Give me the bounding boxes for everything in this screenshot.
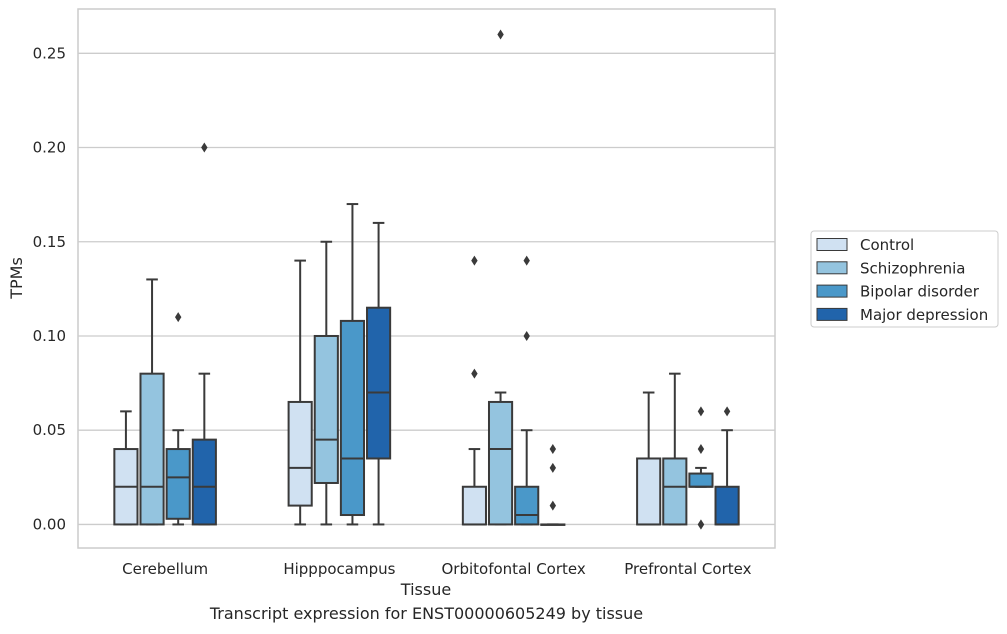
outlier-point (723, 406, 731, 417)
iqr-box (688, 472, 714, 488)
legend-swatch (816, 284, 848, 298)
outlier-point (523, 255, 530, 266)
box-schizophrenia (662, 372, 688, 526)
iqr-box (139, 372, 165, 526)
iqr-box (191, 438, 217, 526)
iqr-box (313, 334, 339, 484)
iqr-box (366, 306, 392, 460)
outlier-point (549, 462, 557, 473)
y-axis-ticks: 0.00 0.05 0.10 0.15 0.20 0.25 (33, 44, 66, 533)
box-schizophrenia (487, 29, 514, 526)
x-tick-label: Prefrontal Cortex (624, 560, 751, 578)
y-tick-label: 0.00 (33, 515, 66, 533)
box-bipolar-disorder (514, 255, 540, 526)
iqr-box (662, 457, 688, 526)
box-schizophrenia (313, 240, 339, 526)
legend-label: Schizophrenia (860, 259, 965, 277)
iqr-box (487, 400, 514, 526)
box-major-depression (714, 406, 740, 526)
iqr-box (461, 485, 487, 526)
iqr-box (339, 319, 366, 517)
outlier-point (201, 142, 208, 153)
box-control (461, 255, 487, 526)
x-tick-label: Hipppocampus (283, 560, 395, 578)
box-groups (113, 29, 740, 530)
legend-swatch (816, 261, 848, 275)
box-major-depression (540, 444, 566, 526)
box-control (113, 410, 139, 526)
box-schizophrenia (139, 278, 165, 526)
legend-frame (810, 230, 999, 328)
y-tick-label: 0.10 (33, 327, 66, 345)
outlier-point (697, 519, 705, 530)
outlier-point (174, 312, 182, 323)
legend-swatch (816, 307, 848, 321)
box-control (287, 259, 313, 526)
legend-label: Bipolar disorder (860, 283, 980, 301)
y-tick-label: 0.20 (33, 139, 66, 157)
iqr-box (514, 485, 540, 526)
legend-label: Major depression (860, 306, 988, 324)
x-axis-title: Tissue (400, 580, 451, 599)
iqr-box (636, 457, 662, 526)
box-bipolar-disorder (339, 203, 366, 526)
box-bipolar-disorder (688, 406, 714, 530)
x-axis-ticks: Cerebellum Hipppocampus Orbitofontal Corte… (122, 560, 751, 578)
iqr-box (287, 400, 313, 507)
legend: Control Schizophrenia Bipolar disorder Majo… (810, 230, 999, 328)
outlier-point (471, 255, 478, 266)
x-tick-label: Cerebellum (122, 560, 208, 578)
iqr-box (714, 485, 740, 526)
box-control (636, 391, 662, 526)
box-bipolar-disorder (165, 312, 191, 526)
y-tick-label: 0.15 (33, 233, 66, 251)
outlier-point (697, 406, 705, 417)
box-major-depression (191, 142, 217, 526)
iqr-box (165, 448, 191, 520)
figure-caption: Transcript expression for ENST0000060524… (209, 604, 644, 623)
y-tick-label: 0.25 (33, 44, 66, 62)
x-tick-label: Orbitofontal Cortex (442, 560, 586, 578)
y-axis-title: TPMs (7, 257, 26, 300)
legend-label: Control (860, 236, 914, 254)
outlier-point (549, 444, 557, 455)
outlier-point (497, 29, 504, 40)
outlier-point (523, 330, 530, 341)
plot-area (77, 8, 776, 549)
legend-swatch (816, 238, 848, 251)
outlier-point (471, 368, 478, 379)
y-tick-label: 0.05 (33, 421, 66, 439)
outlier-point (549, 500, 557, 511)
outlier-point (697, 444, 705, 455)
box-major-depression (366, 221, 392, 526)
